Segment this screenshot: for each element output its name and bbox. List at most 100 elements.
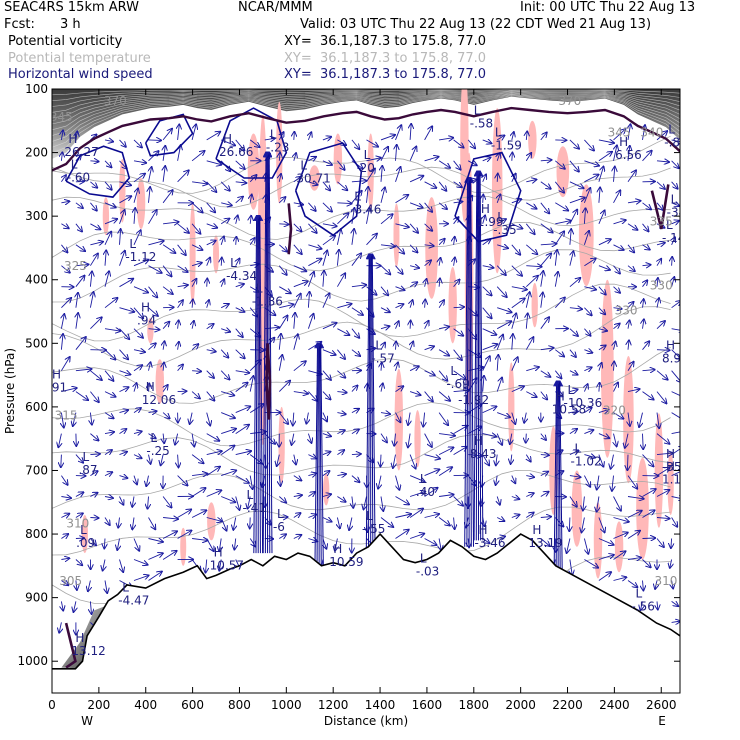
wind-vector — [351, 285, 366, 287]
wind-vector — [642, 341, 650, 350]
wind-vector — [424, 157, 439, 162]
wind-vector — [206, 559, 207, 573]
wind-vector — [424, 433, 432, 447]
wind-vector — [192, 371, 201, 372]
wind-vector — [584, 328, 590, 336]
wind-vector — [308, 473, 316, 475]
shaded-region — [556, 146, 570, 198]
wind-vector — [613, 308, 622, 309]
organization: NCAR/MMM — [238, 0, 313, 15]
wind-vector — [294, 153, 296, 161]
wind-vector — [482, 434, 497, 437]
wind-vector — [598, 307, 605, 315]
wind-vector — [75, 513, 83, 517]
pink-shaded-regions — [81, 89, 674, 579]
wind-vector — [104, 412, 114, 419]
wind-vector — [293, 281, 308, 288]
wind-vector — [672, 580, 674, 589]
extremum-value: -1.02 — [571, 455, 602, 469]
extremum-letter: L — [420, 472, 427, 486]
extremum-letter: L — [497, 210, 504, 224]
wind-vector — [61, 514, 69, 518]
wind-vector — [293, 412, 294, 426]
wind-vector — [569, 517, 570, 532]
wind-vector — [642, 538, 656, 539]
extremum-value: 26.66 — [219, 145, 253, 159]
wind-vector — [496, 433, 502, 445]
shaded-region — [601, 279, 614, 458]
wind-vector — [613, 412, 624, 419]
wind-vector — [409, 392, 420, 396]
extremum-letter: H — [481, 202, 490, 216]
wind-vector — [75, 369, 92, 371]
wind-vector — [496, 219, 506, 225]
wind-vector — [569, 308, 582, 309]
wind-vector — [162, 190, 173, 204]
wind-vector — [322, 251, 327, 266]
wind-vector — [148, 553, 163, 560]
wind-vector — [104, 202, 116, 208]
wind-vector — [308, 391, 317, 401]
wind-vector — [177, 170, 189, 183]
wind-vector — [526, 454, 530, 462]
shaded-region — [323, 473, 330, 506]
wind-vector — [220, 304, 229, 308]
theta-contour — [52, 306, 671, 367]
wind-vector — [483, 216, 485, 224]
wind-vector — [643, 299, 644, 308]
potential-vorticity-contours — [52, 106, 680, 669]
updraft-vector — [479, 172, 480, 541]
wind-vector — [627, 362, 634, 371]
wind-vector — [439, 434, 455, 436]
wind-vector — [352, 496, 353, 508]
wind-vector — [496, 475, 498, 485]
wind-vector — [643, 580, 644, 591]
wind-vector — [250, 195, 252, 203]
wind-vector — [192, 300, 193, 308]
extremum-value: 12.06 — [142, 393, 176, 407]
updraft-vector — [256, 216, 257, 554]
wind-vector — [425, 279, 427, 287]
wind-vector — [409, 366, 419, 371]
updraft-vector — [476, 172, 477, 541]
wind-vector — [119, 452, 128, 455]
x-tick-label: 2400 — [599, 698, 630, 712]
extremum-value: -.41 — [242, 501, 265, 515]
wind-vector — [364, 496, 367, 510]
wind-vector — [278, 496, 286, 503]
wind-vector — [540, 433, 546, 440]
wind-vector — [656, 321, 665, 330]
wind-vector — [61, 152, 62, 161]
y-axis-label: Pressure (hPa) — [3, 348, 17, 434]
wind-vector — [395, 265, 403, 274]
wind-vector — [395, 530, 409, 539]
wind-vector — [219, 538, 221, 552]
x-tick-label: 1000 — [271, 698, 302, 712]
wind-vector — [206, 202, 215, 213]
wind-vector — [642, 559, 651, 568]
wind-vector — [337, 349, 345, 359]
wind-vector — [264, 433, 275, 444]
wind-vector — [206, 391, 215, 401]
shaded-region — [136, 178, 146, 229]
wind-speed-contours — [65, 107, 522, 243]
wind-vector — [380, 188, 385, 203]
wind-vector — [671, 412, 680, 421]
strat-contour — [52, 93, 680, 136]
wind-vector — [337, 273, 345, 287]
strat-contour — [52, 89, 680, 101]
wind-vector — [132, 496, 134, 507]
wind-vector — [119, 387, 129, 391]
wind-vector — [482, 286, 492, 296]
wind-vector — [599, 363, 602, 371]
wind-vector — [206, 350, 216, 352]
wind-vector — [627, 511, 642, 518]
extremum-value: 13.19 — [528, 536, 562, 550]
theta-contour-label: 370 — [104, 94, 127, 108]
wind-vector — [349, 517, 352, 531]
wind-vector — [642, 370, 655, 371]
wind-vector — [394, 433, 395, 446]
extremum-letter: L — [122, 580, 129, 594]
wind-vector — [540, 391, 547, 400]
wind-vector — [104, 140, 113, 142]
